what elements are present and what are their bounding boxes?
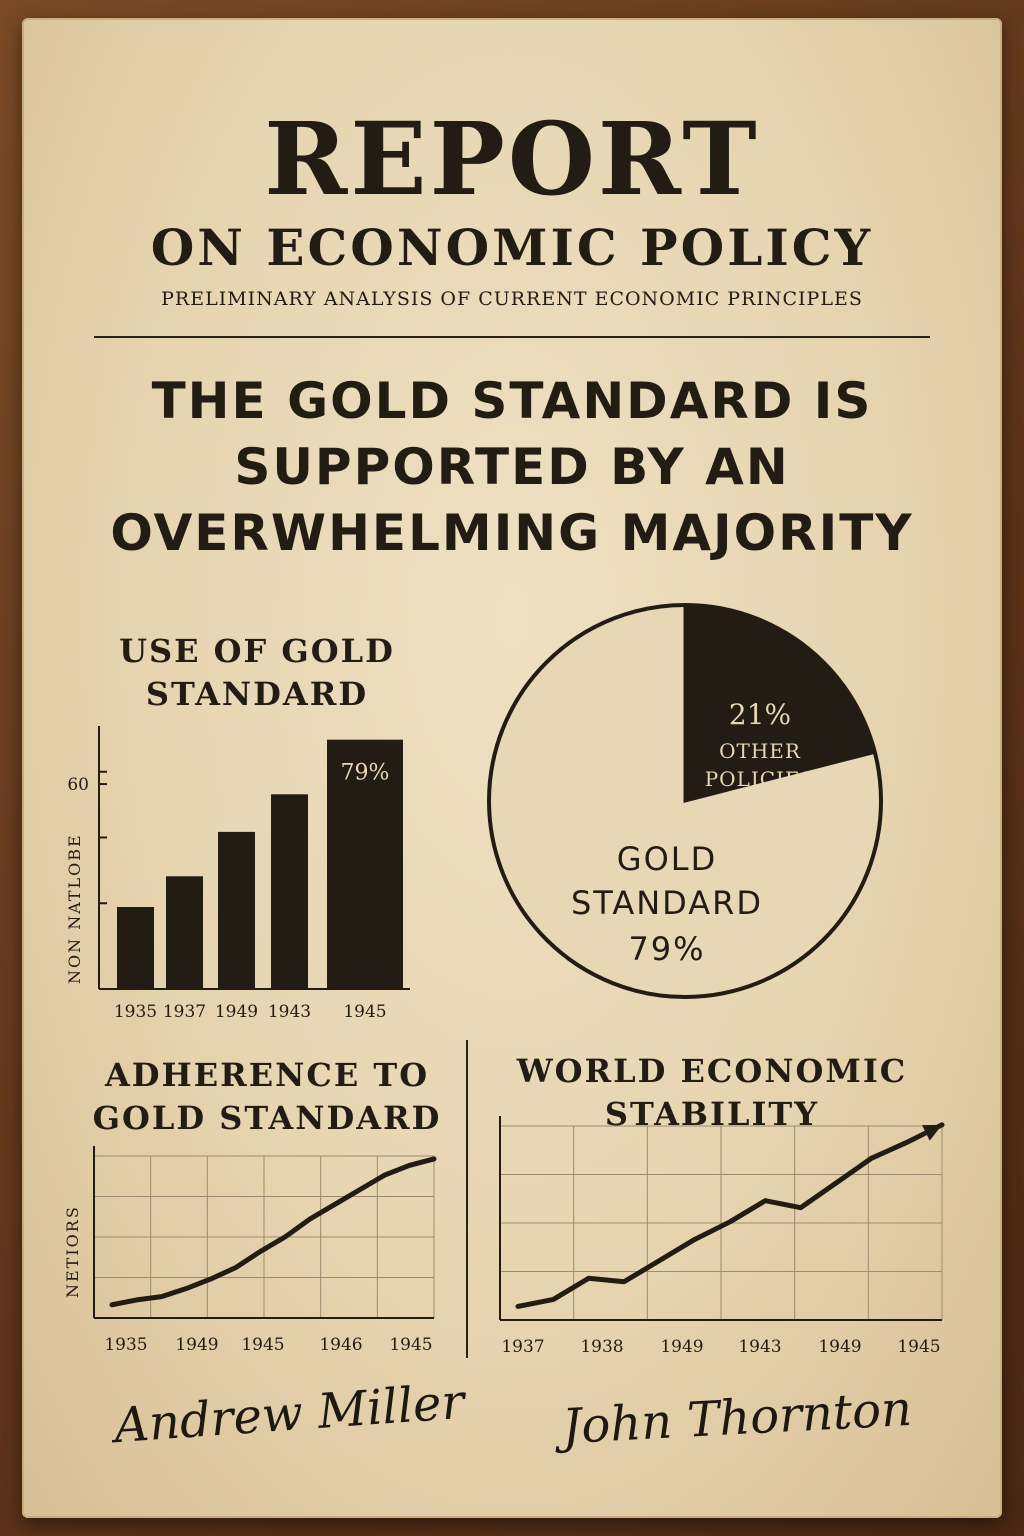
adherence-line-chart: 1935 1949 1945 1946 1945 NETIORS — [63, 1146, 437, 1355]
stability-x-tick-label: 1943 — [738, 1337, 781, 1357]
bar-x-tick-label: 1937 — [163, 1002, 206, 1022]
adherence-y-axis-label: NETIORS — [63, 1205, 82, 1298]
bar-1937 — [166, 876, 203, 989]
report-title: REPORT — [264, 100, 760, 218]
bar-1945 — [327, 739, 403, 989]
stability-x-tick-label: 1937 — [501, 1337, 544, 1357]
stability-arrowhead — [922, 1124, 942, 1141]
report-caption: PRELIMINARY ANALYSIS OF CURRENT ECONOMIC… — [161, 288, 863, 310]
stability-x-tick-label: 1945 — [897, 1337, 940, 1357]
pie-label-text: STANDARD — [571, 884, 763, 922]
stability-x-tick-label: 1949 — [818, 1337, 861, 1357]
pie-label-text: POLICIES — [705, 767, 816, 791]
bar-1949 — [218, 831, 255, 989]
bar-chart: 60 NON NATLOBE 1935 1937 1949 1943 1945 79% — [65, 726, 410, 1022]
bar-y-tick-label: 60 — [67, 775, 89, 795]
pie-label-text: GOLD — [617, 840, 717, 878]
pie-label-percent: 21% — [729, 698, 791, 731]
pie-label-percent: 79% — [628, 930, 705, 968]
adherence-x-tick-label: 1946 — [319, 1335, 362, 1355]
bar-1943 — [271, 794, 308, 989]
bottom-divider — [466, 1040, 468, 1358]
pie-label-text: OTHER — [719, 739, 801, 763]
adherence-x-tick-label: 1935 — [104, 1335, 147, 1355]
stability-series-line — [515, 1122, 945, 1309]
bar-1935 — [117, 907, 154, 989]
bar-x-tick-label: 1943 — [268, 1002, 311, 1022]
bar-chart-title: USE OF GOLD STANDARD — [119, 632, 395, 713]
bar-x-tick-label: 1949 — [215, 1002, 258, 1022]
adherence-chart-title: ADHERENCE TO GOLD STANDARD — [92, 1056, 442, 1137]
adherence-series-line — [109, 1156, 437, 1308]
stability-line-chart: 1937 1938 1949 1943 1949 1945 — [499, 1116, 945, 1357]
adherence-x-tick-label: 1949 — [175, 1335, 218, 1355]
adherence-x-tick-label: 1945 — [241, 1335, 284, 1355]
report-page: REPORT ON ECONOMIC POLICY PRELIMINARY AN… — [22, 18, 1002, 1518]
header-divider — [94, 336, 930, 338]
stability-x-tick-label: 1949 — [660, 1337, 703, 1357]
stability-x-tick-label: 1938 — [580, 1337, 623, 1357]
bar-x-tick-label: 1945 — [343, 1002, 386, 1022]
report-subtitle: ON ECONOMIC POLICY — [150, 218, 874, 277]
stability-chart-title: WORLD ECONOMIC STABILITY — [516, 1052, 908, 1133]
pie-chart: 21% OTHER POLICIES GOLD STANDARD 79% — [487, 603, 883, 999]
adherence-x-tick-label: 1945 — [389, 1335, 432, 1355]
bar-y-axis-label: NON NATLOBE — [65, 833, 84, 984]
pie-outline — [487, 603, 883, 999]
bar-data-label: 79% — [341, 761, 390, 786]
bar-x-tick-label: 1935 — [114, 1002, 157, 1022]
headline: THE GOLD STANDARD IS SUPPORTED BY AN OVE… — [110, 372, 914, 562]
